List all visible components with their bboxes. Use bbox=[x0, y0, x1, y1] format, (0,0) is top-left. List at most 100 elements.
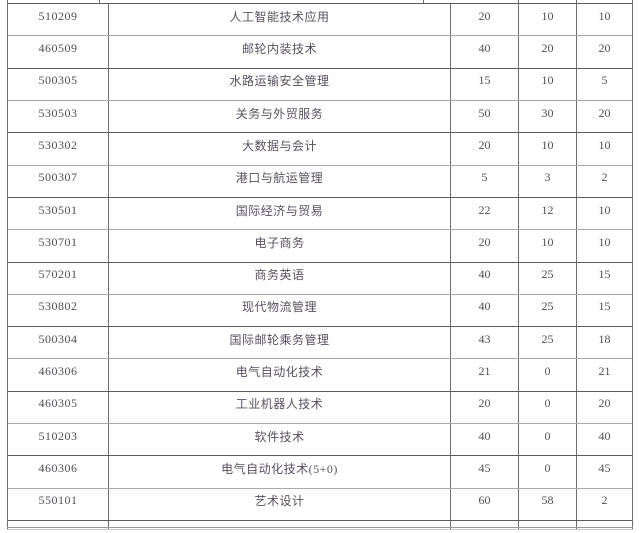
major-code-cell: 530701 bbox=[8, 230, 109, 262]
major-name-cell: 软件技术 bbox=[109, 424, 451, 456]
bottom-sliver-border-left bbox=[7, 521, 8, 530]
major-name-cell: 现代物流管理 bbox=[109, 294, 451, 327]
value-cell-1: 45 bbox=[451, 456, 519, 488]
top-sliver-border-3 bbox=[518, 0, 519, 4]
table-row: 460306 电气自动化技术(5+0) 45 0 45 bbox=[8, 456, 632, 489]
major-code-cell: 530501 bbox=[8, 197, 109, 230]
value-cell-1: 20 bbox=[451, 230, 519, 262]
value-cell-2: 0 bbox=[519, 359, 577, 391]
value-cell-1: 60 bbox=[451, 488, 519, 520]
major-name-cell: 电气自动化技术(5+0) bbox=[109, 456, 451, 488]
major-name-cell: 电气自动化技术 bbox=[109, 359, 451, 391]
bottom-sliver-border-right bbox=[632, 521, 633, 530]
major-code-cell: 510203 bbox=[8, 424, 109, 456]
value-cell-1: 22 bbox=[451, 197, 519, 230]
value-cell-2: 25 bbox=[519, 294, 577, 327]
value-cell-3: 2 bbox=[601, 170, 608, 185]
value-cell-2: 58 bbox=[519, 488, 577, 520]
value-cell-3: 20 bbox=[598, 105, 611, 120]
major-name-cell: 工业机器人技术 bbox=[109, 391, 451, 424]
enrollment-table: 510209 人工智能技术应用 20 10 10 460509 邮轮内装技术 4… bbox=[7, 3, 633, 521]
value-cell-1: 21 bbox=[451, 359, 519, 391]
major-code-cell: 510209 bbox=[8, 4, 109, 36]
table-row: 510209 人工智能技术应用 20 10 10 bbox=[8, 4, 632, 37]
table-row: 530802 现代物流管理 40 25 15 bbox=[8, 294, 632, 328]
major-code-cell: 550101 bbox=[8, 488, 109, 520]
table-row: 460509 邮轮内装技术 40 20 20 bbox=[8, 36, 632, 69]
table-row: 530701 电子商务 20 10 10 bbox=[8, 230, 632, 263]
value-cell-1: 5 bbox=[451, 165, 519, 197]
major-name-cell: 邮轮内装技术 bbox=[109, 36, 451, 68]
major-code-cell: 460306 bbox=[8, 456, 109, 488]
bottom-rule-line-dark bbox=[7, 527, 633, 528]
major-name-cell: 国际邮轮乘务管理 bbox=[109, 327, 451, 359]
bottom-sliver-border-3 bbox=[518, 521, 519, 530]
major-code-cell: 500305 bbox=[8, 68, 109, 100]
table-row: 500305 水路运输安全管理 15 10 5 bbox=[8, 68, 632, 101]
value-cell-3: 18 bbox=[598, 331, 611, 346]
major-name-cell: 艺术设计 bbox=[109, 488, 451, 520]
major-code-cell: 460305 bbox=[8, 391, 109, 424]
value-cell-2: 10 bbox=[519, 68, 577, 100]
value-cell-3: 21 bbox=[598, 364, 611, 379]
value-cell-3: 15 bbox=[598, 299, 611, 314]
bottom-rule-line-light bbox=[7, 529, 633, 530]
value-cell-2: 0 bbox=[519, 456, 577, 488]
value-cell-1: 40 bbox=[451, 36, 519, 68]
value-cell-1: 50 bbox=[451, 100, 519, 133]
top-sliver-border-2 bbox=[423, 0, 424, 4]
value-cell-1: 40 bbox=[451, 424, 519, 456]
table-row: 530503 关务与外贸服务 50 30 20 bbox=[8, 100, 632, 134]
major-name-cell: 大数据与会计 bbox=[109, 133, 451, 165]
major-code-cell: 460306 bbox=[8, 359, 109, 391]
table-row: 510203 软件技术 40 0 40 bbox=[8, 424, 632, 457]
value-cell-2: 20 bbox=[519, 36, 577, 68]
value-cell-3: 20 bbox=[598, 396, 611, 411]
major-code-cell: 530802 bbox=[8, 294, 109, 327]
value-cell-1: 43 bbox=[451, 327, 519, 359]
major-code-cell: 530503 bbox=[8, 100, 109, 133]
value-cell-3: 20 bbox=[598, 40, 611, 55]
table-row: 530302 大数据与会计 20 10 10 bbox=[8, 133, 632, 166]
value-cell-1: 40 bbox=[451, 262, 519, 294]
value-cell-2: 3 bbox=[519, 165, 577, 197]
value-cell-3: 40 bbox=[598, 428, 611, 443]
bottom-sliver-border-2 bbox=[450, 521, 451, 530]
major-name-cell: 水路运输安全管理 bbox=[109, 68, 451, 100]
value-cell-3: 10 bbox=[598, 234, 611, 249]
value-cell-3: 2 bbox=[601, 493, 608, 508]
value-cell-3: 10 bbox=[598, 202, 611, 217]
major-name-cell: 人工智能技术应用 bbox=[109, 4, 451, 36]
value-cell-3: 10 bbox=[598, 137, 611, 152]
value-cell-2: 10 bbox=[519, 4, 577, 36]
major-name-cell: 关务与外贸服务 bbox=[109, 100, 451, 133]
major-code-cell: 570201 bbox=[8, 262, 109, 294]
value-cell-1: 15 bbox=[451, 68, 519, 100]
value-cell-2: 0 bbox=[519, 424, 577, 456]
table-row: 460306 电气自动化技术 21 0 21 bbox=[8, 359, 632, 392]
value-cell-3: 5 bbox=[601, 73, 608, 88]
top-sliver-border-left bbox=[7, 0, 8, 4]
value-cell-2: 25 bbox=[519, 327, 577, 359]
value-cell-3: 10 bbox=[598, 8, 611, 23]
value-cell-3: 15 bbox=[598, 267, 611, 282]
top-sliver-border-right bbox=[632, 0, 633, 4]
bottom-sliver-border-1 bbox=[108, 521, 109, 530]
table-row: 570201 商务英语 40 25 15 bbox=[8, 262, 632, 295]
major-name-cell: 商务英语 bbox=[109, 262, 451, 294]
value-cell-1: 40 bbox=[451, 294, 519, 327]
major-name-cell: 电子商务 bbox=[109, 230, 451, 262]
value-cell-2: 0 bbox=[519, 391, 577, 424]
table-row: 460305 工业机器人技术 20 0 20 bbox=[8, 391, 632, 425]
bottom-sliver-border-4 bbox=[576, 521, 577, 530]
table-row: 500304 国际邮轮乘务管理 43 25 18 bbox=[8, 327, 632, 360]
major-code-cell: 530302 bbox=[8, 133, 109, 165]
value-cell-2: 25 bbox=[519, 262, 577, 294]
major-code-cell: 460509 bbox=[8, 36, 109, 68]
value-cell-1: 20 bbox=[451, 4, 519, 36]
value-cell-2: 12 bbox=[519, 197, 577, 230]
value-cell-2: 10 bbox=[519, 133, 577, 165]
table-row: 550101 艺术设计 60 58 2 bbox=[8, 488, 632, 521]
value-cell-2: 10 bbox=[519, 230, 577, 262]
